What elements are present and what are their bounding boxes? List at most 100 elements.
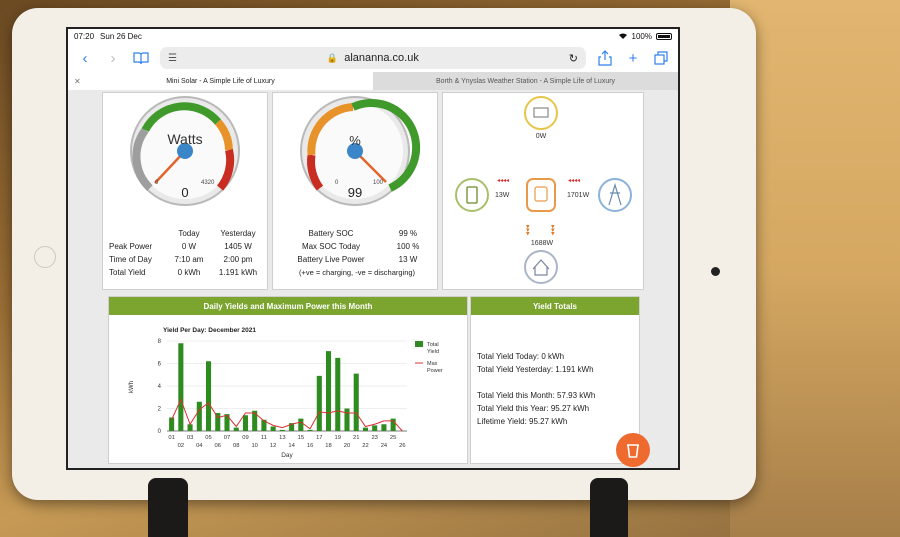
x-axis-label: Day [281, 452, 293, 459]
x-tick-label: 11 [261, 435, 267, 441]
url-text: alananna.co.uk [344, 52, 419, 64]
table-row: Peak Power 0 W 1405 W [109, 240, 265, 253]
power-flow-diagram: ◂◂◂◂ ◂◂◂◂ ▸▸▸ ▸▸▸ [455, 96, 632, 284]
bar [242, 415, 248, 431]
tabs-icon[interactable] [652, 49, 670, 67]
x-tick-label: 24 [381, 443, 388, 449]
y-tick-label: 2 [158, 407, 162, 413]
bar [206, 361, 212, 431]
tab-bar: ✕ Mini Solar - A Simple Life of Luxury B… [68, 72, 678, 90]
battery-icon [656, 33, 672, 40]
browser-toolbar: ‹ › ☰ 🔒 alananna.co.uk ↻ + [68, 44, 678, 72]
bar [316, 375, 322, 431]
x-tick-label: 07 [224, 435, 230, 441]
power-gauge-max: 4320 [201, 180, 215, 186]
yield-lifetime: Lifetime Yield: 95.27 kWh [477, 417, 568, 426]
y-tick-label: 8 [158, 339, 162, 345]
legend-swatch-total-yield [415, 341, 423, 347]
tablet-screen: 07:20 Sun 26 Dec 100% ‹ › ☰ 🔒 alananna.c… [66, 27, 680, 470]
bookmarks-icon[interactable] [132, 49, 150, 67]
row-label: Total Yield [109, 268, 146, 277]
legend-label: Max [427, 361, 438, 367]
bar [362, 427, 368, 431]
tab-weather-station[interactable]: Borth & Ynyslas Weather Station - A Simp… [373, 72, 678, 90]
grid-flow-value: 1701W [567, 192, 590, 199]
status-bar: 07:20 Sun 26 Dec 100% [68, 29, 678, 44]
row-today: 0 kWh [177, 268, 201, 277]
reload-icon[interactable]: ↻ [568, 52, 578, 65]
bar [344, 408, 350, 431]
row-label: Battery SOC [308, 229, 354, 238]
x-tick-label: 15 [298, 435, 304, 441]
row-value: 99 % [398, 229, 418, 238]
forward-icon[interactable]: › [110, 49, 116, 67]
wifi-icon [618, 32, 628, 42]
status-date: Sun 26 Dec [100, 32, 142, 41]
x-tick-label: 04 [196, 443, 203, 449]
new-tab-icon[interactable]: + [628, 49, 638, 67]
bar [233, 427, 239, 431]
bar [261, 419, 267, 431]
yield-month: Total Yield this Month: 57.93 kWh [477, 391, 596, 400]
yield-totals-panel: Yield Totals Total Yield Today: 0 kWh To… [470, 296, 640, 464]
row-value: 13 W [398, 255, 418, 264]
soc-gauge-min: 0 [335, 180, 339, 186]
share-icon[interactable] [596, 49, 614, 67]
table-row: Battery SOC 99 % [279, 227, 435, 240]
address-bar[interactable]: ☰ 🔒 alananna.co.uk ↻ [160, 47, 586, 69]
battery-panel: % 99 0 100 Battery SOC 99 % Max SOC Toda… [272, 92, 438, 290]
battery-table: Battery SOC 99 % Max SOC Today 100 % Bat… [279, 227, 435, 279]
bar [224, 414, 230, 431]
yield-chart: 02468kWhDay01020304050607080910111213141… [129, 339, 443, 459]
yield-today: Total Yield Today: 0 kWh [477, 352, 565, 361]
chart-panel: Daily Yields and Maximum Power this Mont… [108, 296, 468, 464]
bar [335, 357, 341, 431]
row-today: 0 W [181, 242, 197, 251]
table-row: Max SOC Today 100 % [279, 240, 435, 253]
power-flow-panel: ◂◂◂◂ ◂◂◂◂ ▸▸▸ ▸▸▸ 0W 13W 1701W 1688W [442, 92, 644, 290]
yield-year: Total Yield this Year: 95.27 kWh [477, 404, 590, 413]
bar [353, 373, 359, 431]
bar [252, 410, 258, 431]
bar [187, 424, 193, 431]
reader-icon[interactable]: ☰ [168, 52, 177, 64]
soc-gauge-unit: % [349, 133, 361, 148]
x-tick-label: 01 [168, 435, 174, 441]
x-tick-label: 09 [242, 435, 248, 441]
power-gauge [130, 96, 240, 206]
row-yesterday: 2:00 pm [223, 255, 253, 264]
x-tick-label: 14 [288, 443, 295, 449]
x-tick-label: 10 [251, 443, 257, 449]
y-tick-label: 0 [158, 429, 162, 435]
x-tick-label: 05 [205, 435, 211, 441]
row-label: Battery Live Power [297, 255, 365, 264]
back-icon[interactable]: ‹ [82, 49, 88, 67]
table-row: Total Yield 0 kWh 1.191 kWh [109, 266, 265, 279]
coffee-cup-icon[interactable] [616, 433, 650, 467]
home-button[interactable] [34, 246, 56, 268]
chart-title: Yield Per Day: December 2021 [163, 327, 256, 334]
power-gauge-min: 0 [155, 180, 159, 186]
stand-right [590, 478, 628, 537]
bar [326, 351, 332, 431]
status-time: 07:20 [74, 32, 95, 41]
row-today: 7:10 am [174, 255, 204, 264]
bar [279, 429, 285, 431]
battery-flow-value: 13W [495, 192, 510, 199]
row-label: Time of Day [109, 255, 152, 264]
battery-percent: 100% [631, 32, 652, 41]
y-tick-label: 6 [158, 362, 162, 368]
bar [178, 343, 184, 431]
background-wall-right [730, 0, 900, 537]
svg-text:▸▸▸: ▸▸▸ [549, 225, 556, 236]
yield-totals-header: Yield Totals [471, 297, 639, 315]
legend-label: Yield [427, 349, 439, 355]
x-tick-label: 19 [335, 435, 341, 441]
y-axis-label: kWh [129, 381, 135, 393]
power-gauge-value: 0 [181, 185, 189, 200]
row-label: Peak Power [109, 242, 153, 251]
col-today: Today [178, 229, 200, 238]
tab-mini-solar[interactable]: ✕ Mini Solar - A Simple Life of Luxury [68, 72, 373, 90]
close-tab-icon[interactable]: ✕ [74, 76, 81, 86]
x-tick-label: 25 [390, 435, 396, 441]
